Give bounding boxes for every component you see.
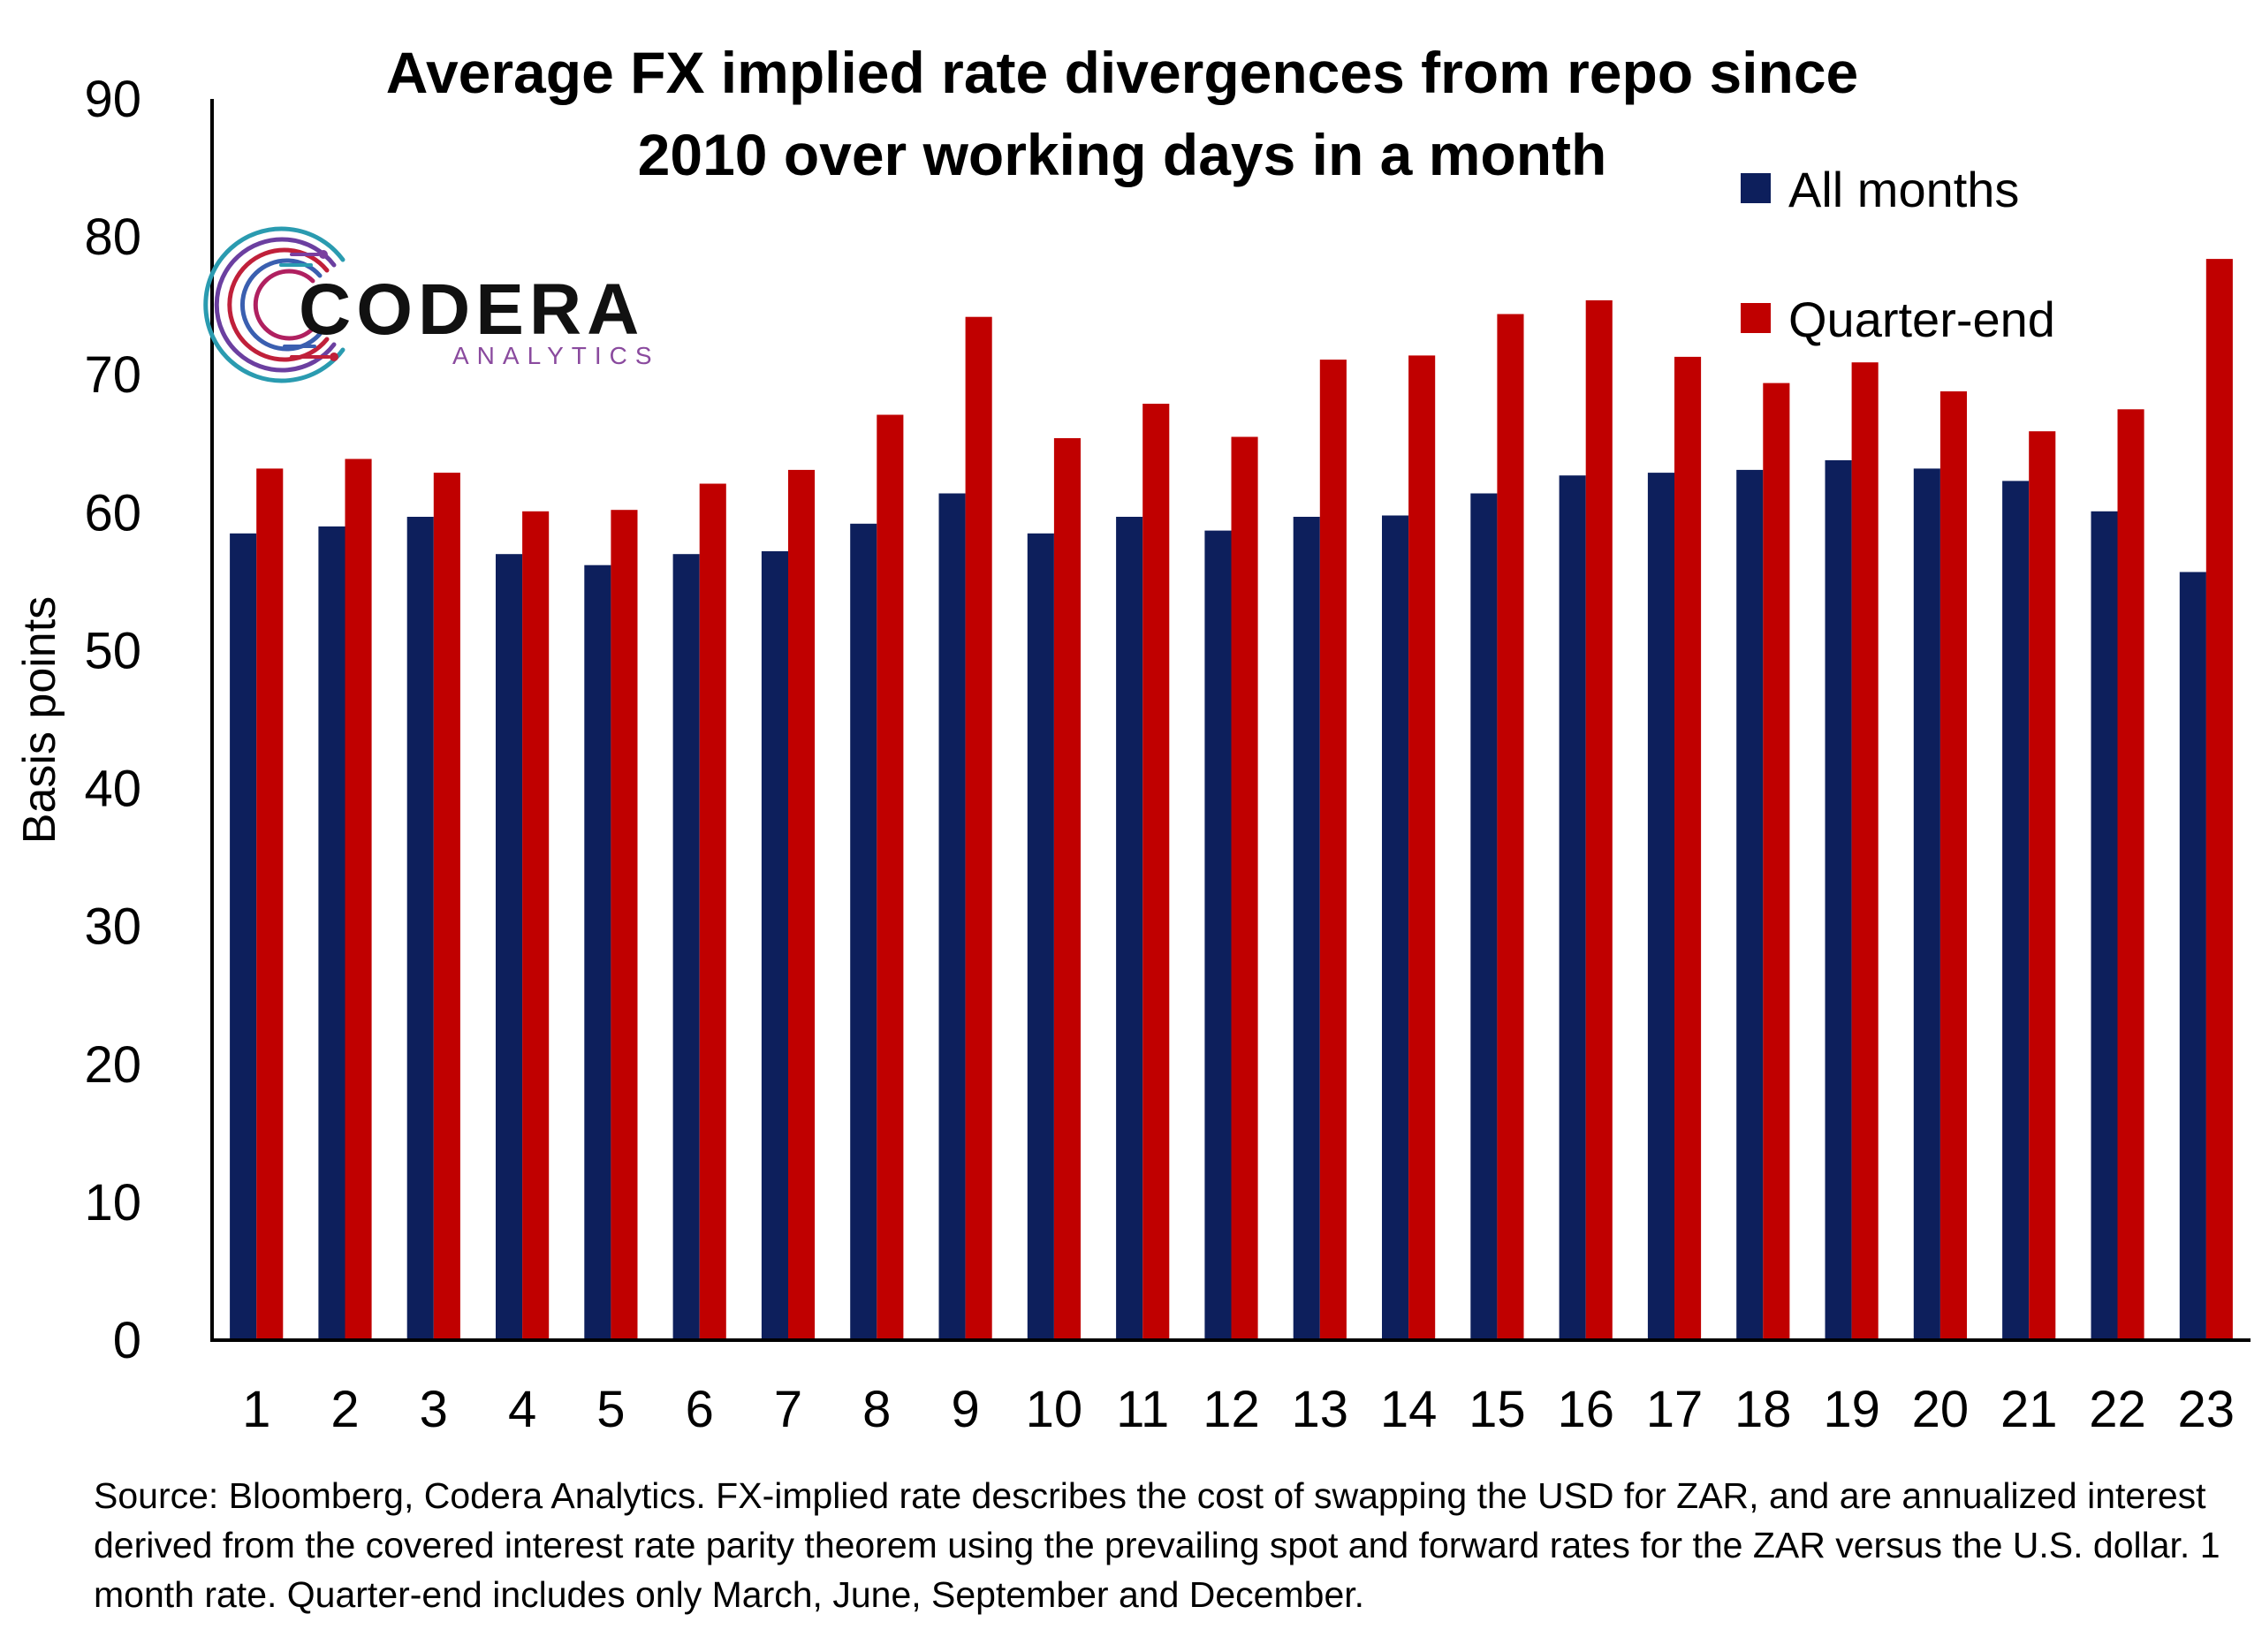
- bar-quarter-end: [1585, 299, 1613, 1340]
- bar-all-months: [2091, 511, 2118, 1340]
- source-note: Source: Bloomberg, Codera Analytics. FX-…: [94, 1475, 2220, 1615]
- codera-logo: CODERA ANALYTICS: [203, 226, 660, 383]
- bar-all-months: [1647, 473, 1674, 1340]
- bar-quarter-end: [433, 473, 460, 1340]
- x-tick-label: 23: [2178, 1381, 2235, 1438]
- bar-all-months: [1825, 460, 1852, 1340]
- y-tick-label: 40: [84, 761, 141, 818]
- x-tick-label: 4: [508, 1381, 536, 1438]
- bar-all-months: [496, 554, 523, 1340]
- bar-quarter-end: [1497, 314, 1524, 1340]
- y-tick-label: 0: [113, 1312, 141, 1369]
- chart-title-line-2: 2010 over working days in a month: [638, 122, 1607, 187]
- bar-all-months: [1913, 468, 1940, 1340]
- logo-wordmark: CODERA: [299, 269, 644, 350]
- legend-swatch-quarter-end: [1741, 303, 1771, 333]
- x-tick-label: 9: [951, 1381, 979, 1438]
- bar-quarter-end: [345, 458, 372, 1340]
- bar-quarter-end: [788, 469, 816, 1340]
- legend-label-quarter-end: Quarter-end: [1788, 292, 2055, 347]
- x-tick-label: 11: [1116, 1381, 1169, 1438]
- bar-all-months: [761, 551, 788, 1340]
- legend-item-all-months: All months: [1741, 162, 2019, 217]
- bar-quarter-end: [2117, 409, 2144, 1341]
- bar-quarter-end: [1053, 438, 1081, 1340]
- bar-quarter-end: [1142, 404, 1170, 1340]
- bar-all-months: [2002, 481, 2030, 1340]
- bar-all-months: [1559, 475, 1586, 1340]
- bar-all-months: [1293, 517, 1320, 1340]
- legend-swatch-all-months: [1741, 173, 1771, 203]
- bar-quarter-end: [1851, 362, 1879, 1341]
- bar-quarter-end: [522, 511, 550, 1340]
- bar-quarter-end: [2029, 431, 2056, 1341]
- y-tick-label: 10: [84, 1174, 141, 1231]
- x-tick-label: 12: [1203, 1381, 1260, 1438]
- bar-quarter-end: [2205, 259, 2233, 1341]
- x-tick-label: 22: [2089, 1381, 2146, 1438]
- bar-quarter-end: [1319, 360, 1347, 1341]
- x-tick-label: 3: [420, 1381, 448, 1438]
- bar-quarter-end: [1763, 383, 1790, 1341]
- x-tick-label: 15: [1469, 1381, 1526, 1438]
- x-tick-label: 18: [1734, 1381, 1792, 1438]
- bar-all-months: [584, 565, 611, 1340]
- x-tick-label: 16: [1557, 1381, 1614, 1438]
- y-tick-label: 80: [84, 208, 141, 266]
- x-tick-label: 8: [862, 1381, 891, 1438]
- bar-quarter-end: [965, 316, 992, 1341]
- bar-quarter-end: [611, 510, 638, 1340]
- y-tick-label: 30: [84, 898, 141, 956]
- legend: All months Quarter-end: [1741, 162, 2055, 347]
- bar-all-months: [938, 493, 966, 1340]
- bar-all-months: [672, 554, 700, 1340]
- legend-item-quarter-end: Quarter-end: [1741, 292, 2055, 347]
- x-tick-label: 10: [1026, 1381, 1083, 1438]
- x-tick-label: 21: [2000, 1381, 2058, 1438]
- bar-all-months: [1736, 469, 1764, 1340]
- bar-all-months: [1470, 493, 1498, 1340]
- bar-all-months: [318, 526, 345, 1340]
- bar-quarter-end: [699, 483, 726, 1340]
- bar-all-months: [1116, 517, 1143, 1340]
- legend-label-all-months: All months: [1788, 162, 2019, 217]
- x-tick-label: 13: [1292, 1381, 1349, 1438]
- x-axis-ticks: 1 2 3 4 5 6 7 8 9 10 11 12 13 14 15 16 17 18 19 20 21 22 23: [242, 1381, 2235, 1438]
- x-tick-label: 17: [1646, 1381, 1704, 1438]
- x-tick-label: 1: [242, 1381, 270, 1438]
- bar-all-months: [2179, 572, 2206, 1340]
- y-axis-label: Basis points: [14, 596, 65, 844]
- logo-mark-icon: [203, 226, 345, 383]
- bars: [230, 259, 2233, 1341]
- x-tick-label: 19: [1823, 1381, 1880, 1438]
- x-tick-label: 6: [686, 1381, 714, 1438]
- bar-all-months: [1382, 515, 1409, 1340]
- bar-quarter-end: [1674, 356, 1702, 1340]
- bar-all-months: [406, 517, 434, 1340]
- bar-all-months: [850, 523, 877, 1340]
- bar-quarter-end: [1939, 391, 1967, 1340]
- bar-quarter-end: [256, 468, 284, 1340]
- logo-subtitle: ANALYTICS: [452, 342, 660, 369]
- y-tick-label: 50: [84, 622, 141, 679]
- bar-quarter-end: [877, 414, 904, 1340]
- x-tick-label: 20: [1912, 1381, 1970, 1438]
- y-axis-ticks: 0 10 20 30 40 50 60 70 80 90: [84, 71, 141, 1369]
- bar-all-months: [230, 533, 257, 1341]
- x-tick-label: 14: [1380, 1381, 1438, 1438]
- x-tick-label: 2: [330, 1381, 359, 1438]
- bar-all-months: [1204, 530, 1232, 1340]
- bar-quarter-end: [1408, 355, 1436, 1340]
- y-tick-label: 60: [84, 484, 141, 542]
- x-tick-label: 5: [596, 1381, 625, 1438]
- x-tick-label: 7: [774, 1381, 802, 1438]
- y-tick-label: 90: [84, 71, 141, 128]
- chart-title-line-1: Average FX implied rate divergences from…: [386, 40, 1859, 105]
- bar-all-months: [1027, 533, 1054, 1341]
- chart-title: Average FX implied rate divergences from…: [386, 40, 1859, 187]
- bar-quarter-end: [1231, 436, 1258, 1340]
- y-tick-label: 70: [84, 346, 141, 404]
- y-tick-label: 20: [84, 1036, 141, 1094]
